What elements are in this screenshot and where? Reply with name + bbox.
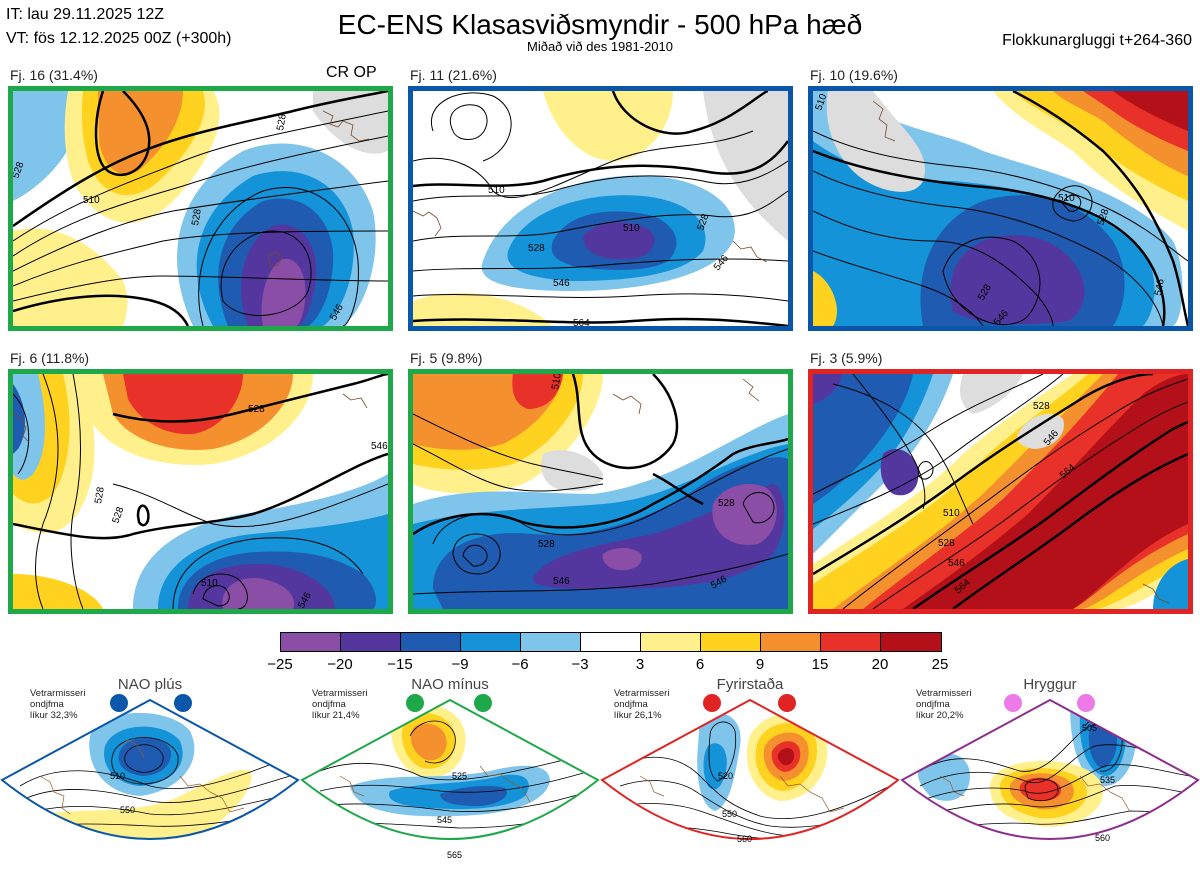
contour-label: 510 <box>1058 193 1075 204</box>
regime-info: Vetrarmisseri ondjfma líkur 26,1% <box>614 688 669 721</box>
colorbar-swatch <box>521 633 581 651</box>
contour-label: 528 <box>528 243 545 254</box>
contour-label: 565 <box>447 850 462 860</box>
contour-label: 546 <box>371 441 388 452</box>
regime-name: NAO plús <box>117 676 183 693</box>
contour-label: 510 <box>550 374 564 391</box>
cluster-map-1: 510 528 528 546 528 <box>8 86 393 331</box>
page-title: EC-ENS Klasasviðsmyndir - 500 hPa hæð <box>337 9 863 40</box>
contour-label: 525 <box>452 771 467 781</box>
regime-months: ondjfma <box>916 699 950 710</box>
colorbar-swatch <box>401 633 461 651</box>
contour-label: 510 <box>110 771 125 781</box>
colorbar-tick: −3 <box>571 656 589 673</box>
regime-season: Vetrarmisseri <box>614 688 670 699</box>
colorbar-tick: 3 <box>635 656 645 673</box>
colorbar-tick: −9 <box>451 656 469 673</box>
cluster-label-6: Fj. 3 (5.9%) <box>810 350 883 366</box>
colorbar-tick: 25 <box>931 656 949 673</box>
contour-label: 510 <box>943 508 960 519</box>
contour-label: 528 <box>718 498 735 509</box>
contour-label: 546 <box>1153 278 1167 297</box>
cluster-label-4: Fj. 6 (11.8%) <box>10 350 90 366</box>
cluster-extra-1: CR OP <box>326 64 377 81</box>
contour-label: 546 <box>553 278 570 289</box>
regime-season: Vetrarmisseri <box>30 688 86 699</box>
contour-label: 550 <box>120 805 135 815</box>
cluster-label-5: Fj. 5 (9.8%) <box>410 350 483 366</box>
contour-label: 510 <box>201 578 218 589</box>
colorbar-swatch <box>341 633 401 651</box>
contour-label: 510 <box>83 195 100 206</box>
colorbar-tick: −15 <box>387 656 413 673</box>
colorbar-swatch <box>761 633 821 651</box>
cluster-map-4: 510 528 528 528 546 546 <box>8 369 393 614</box>
colorbar-tick: 15 <box>811 656 829 673</box>
colorbar-tick: −25 <box>267 656 293 673</box>
colorbar-swatch <box>641 633 701 651</box>
contour-label: 528 <box>275 113 289 132</box>
regime-name: Fyrirstaða <box>716 676 784 693</box>
contour-label: 528 <box>248 404 265 415</box>
contour-label: 564 <box>573 318 590 326</box>
regime-months: ondjfma <box>614 699 648 710</box>
regime-nao-plus: 510 550 NAO plús Vetrarmisseri ondjfma l… <box>0 676 300 871</box>
cluster-label-3: Fj. 10 (19.6%) <box>810 67 898 83</box>
colorbar-swatch <box>581 633 641 651</box>
regime-name: NAO mínus <box>411 676 489 693</box>
cluster-label-2: Fj. 11 (21.6%) <box>410 67 497 83</box>
contour-label: 535 <box>1100 775 1115 785</box>
initial-time: IT: lau 29.11.2025 12Z <box>6 6 165 23</box>
regime-info: Vetrarmisseri ondjfma líkur 32,3% <box>30 688 85 721</box>
regime-months: ondjfma <box>30 699 64 710</box>
cluster-map-3: 510 528 528 546 546 510 <box>808 86 1193 331</box>
regime-probability: líkur 20,2% <box>916 710 964 721</box>
colorbar-swatch <box>881 633 941 651</box>
contour-label: 546 <box>948 558 965 569</box>
regime-season: Vetrarmisseri <box>916 688 972 699</box>
colorbar-swatch <box>461 633 521 651</box>
cluster-label-1: Fj. 16 (31.4%) <box>10 67 98 83</box>
regime-info: Vetrarmisseri ondjfma líkur 21,4% <box>312 688 367 721</box>
regime-season: Vetrarmisseri <box>312 688 368 699</box>
colorbar-tick: 6 <box>695 656 705 673</box>
anomaly-colorbar <box>280 632 942 652</box>
colorbar-tick: −6 <box>511 656 529 673</box>
regime-ridge: 505 535 560 Hryggur Vetrarmisseri ondjfm… <box>900 676 1200 871</box>
contour-label: 528 <box>1033 401 1050 412</box>
classification-window: Flokkunargluggi t+264-360 <box>1002 32 1192 49</box>
contour-label: 510 <box>623 223 640 234</box>
regime-probability: líkur 32,3% <box>30 710 78 721</box>
contour-label: 510 <box>488 185 505 196</box>
colorbar-swatch <box>701 633 761 651</box>
page-subtitle: Miðað við des 1981-2010 <box>527 39 673 54</box>
contour-label: 546 <box>553 576 570 587</box>
regime-nao-minus: 525 545 565 NAO mínus Vetrarmisseri ondj… <box>300 676 600 871</box>
regime-blocking: 520 550 560 Fyrirstaða Vetrarmisseri ond… <box>600 676 900 871</box>
contour-label: 505 <box>1082 723 1097 733</box>
contour-label: 560 <box>737 834 752 844</box>
contour-label: 520 <box>718 771 733 781</box>
contour-label: 528 <box>938 538 955 549</box>
contour-label: 545 <box>437 815 452 825</box>
colorbar-swatch <box>281 633 341 651</box>
cluster-map-6: 510 528 528 546 564 546 564 <box>808 369 1193 614</box>
cluster-map-5: 528 528 546 546 510 <box>408 369 793 614</box>
colorbar-tick: 20 <box>871 656 889 673</box>
contour-label: 528 <box>93 486 107 505</box>
regime-info: Vetrarmisseri ondjfma líkur 20,2% <box>916 688 971 721</box>
cluster-map-2: 510 510 528 546 564 528 546 <box>408 86 793 331</box>
regime-probability: líkur 21,4% <box>312 710 360 721</box>
colorbar-tick: −20 <box>327 656 353 673</box>
regime-name: Hryggur <box>1023 676 1077 693</box>
contour-label: 528 <box>190 208 204 227</box>
contour-label: 528 <box>538 539 555 550</box>
regime-months: ondjfma <box>312 699 346 710</box>
valid-time: VT: fös 12.12.2025 00Z (+300h) <box>6 30 232 47</box>
colorbar-swatch <box>821 633 881 651</box>
regime-probability: líkur 26,1% <box>614 710 662 721</box>
contour-label: 560 <box>1095 833 1110 843</box>
contour-label: 550 <box>722 809 737 819</box>
colorbar-tick: 9 <box>755 656 765 673</box>
